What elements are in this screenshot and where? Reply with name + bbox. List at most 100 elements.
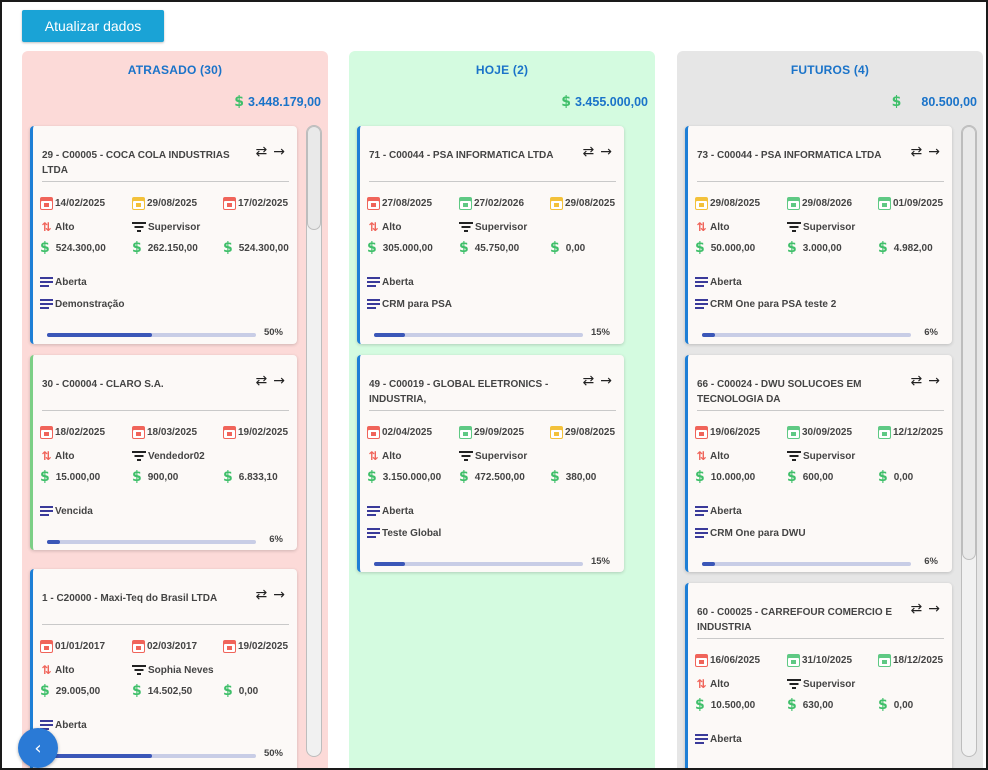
values-row: $524.300,00 $262.150,00 $524.300,00 (40, 240, 293, 256)
dollar-icon: $ (223, 469, 233, 485)
deal-card[interactable]: 66 - C00024 - DWU SOLUCOES EM TECNOLOGIA… (685, 355, 952, 572)
tag-item: Demonstração (40, 299, 124, 310)
deal-card[interactable]: 29 - C00005 - COCA COLA INDUSTRIAS LTDA ⇄… (30, 126, 297, 344)
priority-value: Alto (382, 450, 402, 462)
list-icon (367, 277, 380, 288)
dollar-icon: $ (787, 240, 797, 256)
swap-arrows-icon[interactable]: ⇄ (582, 144, 595, 160)
date-value: 29/08/2025 (565, 427, 616, 438)
deal-card[interactable]: 73 - C00044 - PSA INFORMATICA LTDA ⇄ → 29/0… (685, 126, 952, 344)
date-value: 01/01/2017 (55, 641, 106, 652)
arrow-right-icon[interactable]: → (600, 144, 612, 160)
card-title: 29 - C00005 - COCA COLA INDUSTRIAS LTDA (42, 150, 230, 176)
filter-icon (132, 664, 146, 676)
filter-icon (459, 450, 473, 462)
swap-arrows-icon[interactable]: ⇄ (582, 373, 595, 389)
swap-arrows-icon[interactable]: ⇄ (910, 601, 923, 617)
deal-card[interactable]: 1 - C20000 - Maxi-Teq do Brasil LTDA ⇄ → 01… (30, 569, 297, 768)
arrow-right-icon[interactable]: → (273, 373, 285, 389)
arrow-right-icon[interactable]: → (928, 373, 940, 389)
scrollbar-thumb[interactable] (962, 126, 976, 560)
calendar-icon (367, 197, 380, 210)
swap-arrows-icon[interactable]: ⇄ (255, 587, 268, 603)
tag-value: Aberta (382, 277, 414, 288)
date-item: 27/08/2025 (367, 197, 459, 210)
value-item: $0,00 (550, 240, 585, 256)
date-item: 30/09/2025 (787, 426, 878, 439)
arrow-right-icon[interactable]: → (273, 144, 285, 160)
money-value: 262.150,00 (147, 242, 198, 254)
calendar-icon (223, 197, 236, 210)
money-value: 10.000,00 (710, 471, 756, 483)
dollar-icon: $ (40, 469, 50, 485)
calendar-icon (695, 426, 708, 439)
tag-item: Aberta (40, 277, 87, 288)
date-value: 29/08/2026 (802, 198, 853, 209)
calendar-icon (787, 197, 800, 210)
arrow-right-icon[interactable]: → (928, 144, 940, 160)
swap-arrows-icon[interactable]: ⇄ (910, 373, 923, 389)
values-row: $305.000,00 $45.750,00 $0,00 (367, 240, 620, 256)
money-value: 50.000,00 (710, 242, 756, 254)
money-value: 4.982,00 (893, 242, 933, 254)
dollar-icon: $ (878, 240, 888, 256)
tag-item: CRM One para DWU (695, 528, 806, 539)
deal-card[interactable]: 60 - C00025 - CARREFOUR COMERCIO E INDUS… (685, 583, 952, 768)
divider (42, 410, 289, 411)
list-icon (40, 299, 53, 310)
scrollbar[interactable] (961, 125, 977, 757)
swap-arrows-icon[interactable]: ⇄ (255, 373, 268, 389)
deal-card[interactable]: 71 - C00044 - PSA INFORMATICA LTDA ⇄ → 27/0… (357, 126, 624, 344)
value-item: $6.833,10 (223, 469, 278, 485)
date-item: 27/02/2026 (459, 197, 550, 210)
money-value: 6.833,10 (238, 471, 278, 483)
swap-arrows-icon[interactable]: ⇄ (910, 144, 923, 160)
priority-item: ⇅ Alto (40, 449, 132, 463)
priority-item: ⇅ Alto (367, 220, 459, 234)
tag-item: Teste Global (367, 528, 441, 539)
calendar-icon (223, 640, 236, 653)
role-value: Supervisor (803, 678, 856, 690)
dollar-icon: $ (878, 469, 888, 485)
progress-fill (374, 333, 406, 337)
role-item: Supervisor (132, 220, 223, 234)
values-row: $3.150.000,00 $472.500,00 $380,00 (367, 469, 620, 485)
scrollbar-thumb[interactable] (307, 126, 321, 230)
swap-arrows-icon[interactable]: ⇄ (255, 144, 268, 160)
dollar-icon: $ (878, 697, 888, 713)
tag-value: Aberta (710, 277, 742, 288)
date-item: 02/04/2025 (367, 426, 459, 439)
date-value: 01/09/2025 (893, 198, 944, 209)
progress-fill (374, 562, 406, 566)
money-value: 14.502,50 (147, 685, 193, 697)
deal-card[interactable]: 30 - C00004 - CLARO S.A. ⇄ → 18/02/2025 18/0… (30, 355, 297, 550)
dollar-icon: $ (367, 469, 377, 485)
money-value: 0,00 (238, 685, 259, 697)
calendar-icon (878, 197, 891, 210)
priority-row: ⇅ Alto Supervisor (695, 677, 948, 691)
calendar-icon (695, 197, 708, 210)
arrow-right-icon[interactable]: → (273, 587, 285, 603)
list-icon (695, 528, 708, 539)
scrollbar[interactable] (306, 125, 322, 757)
filter-icon (787, 678, 801, 690)
date-item: 29/08/2025 (550, 426, 615, 439)
value-item: $900,00 (132, 469, 223, 485)
arrow-right-icon[interactable]: → (600, 373, 612, 389)
date-value: 16/06/2025 (710, 655, 761, 666)
priority-value: Alto (710, 221, 730, 233)
arrow-right-icon[interactable]: → (928, 601, 940, 617)
priority-item: ⇅ Alto (695, 677, 787, 691)
value-item: $4.982,00 (878, 240, 933, 256)
deal-card[interactable]: 49 - C00019 - GLOBAL ELETRONICS - INDUST… (357, 355, 624, 572)
progress-label: 50% (263, 327, 283, 338)
date-item: 29/09/2025 (459, 426, 550, 439)
card-title: 73 - C00044 - PSA INFORMATICA LTDA (697, 150, 882, 161)
refresh-data-button[interactable]: Atualizar dados (22, 10, 164, 42)
role-item: Supervisor (787, 677, 878, 691)
collapse-button[interactable]: ‹ (18, 728, 58, 768)
dollar-icon: $ (891, 94, 902, 110)
value-item: $630,00 (787, 697, 878, 713)
priority-row: ⇅ Alto Supervisor (367, 220, 620, 234)
